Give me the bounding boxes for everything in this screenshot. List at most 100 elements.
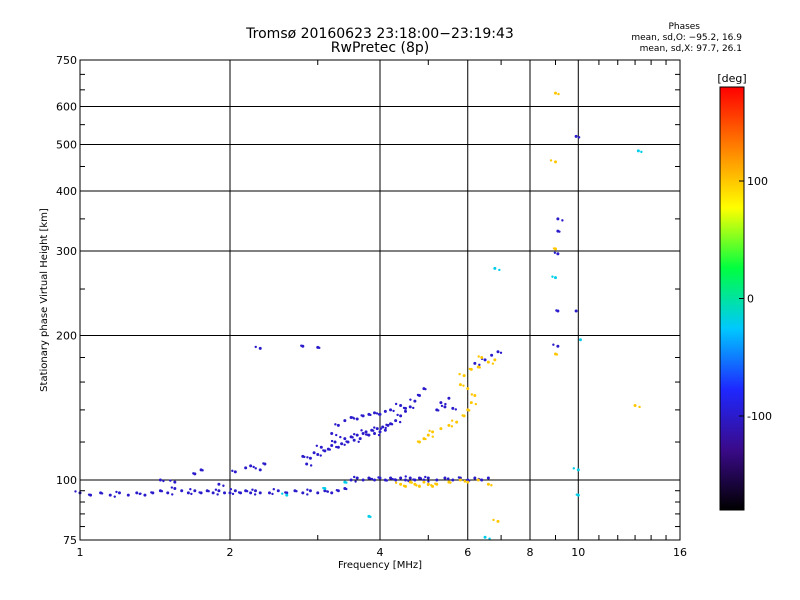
- data-point-o: [391, 477, 394, 481]
- data-point-other: [575, 493, 578, 496]
- data-point-o: [556, 217, 560, 221]
- data-points: [74, 91, 643, 540]
- data-point-o: [556, 252, 560, 256]
- data-point-o: [306, 456, 309, 459]
- data-point-x: [633, 403, 637, 407]
- data-point-o: [244, 466, 247, 470]
- y-tick-label: 750: [56, 54, 77, 67]
- data-point-o: [399, 403, 403, 407]
- data-point-x: [458, 478, 462, 482]
- data-point-o: [223, 491, 226, 495]
- data-point-x: [549, 159, 553, 162]
- data-point-x: [410, 481, 413, 484]
- data-point-o: [419, 477, 423, 480]
- data-point-x: [458, 383, 462, 387]
- data-point-o: [308, 456, 312, 460]
- colorbar-tick-label: 100: [747, 175, 768, 188]
- data-point-o: [366, 433, 369, 436]
- data-point-o: [319, 445, 323, 449]
- data-point-other: [493, 266, 497, 270]
- data-point-o: [113, 495, 116, 498]
- x-axis-label: Frequency [MHz]: [338, 560, 422, 571]
- data-point-o: [170, 486, 174, 489]
- data-point-o: [303, 455, 306, 459]
- data-point-o: [375, 427, 379, 431]
- data-point-o: [368, 477, 372, 480]
- data-point-o: [335, 445, 338, 449]
- data-point-o: [87, 493, 91, 496]
- chart-title: Tromsø 20160623 23:18:00−23:19:43: [246, 26, 514, 42]
- data-point-o: [334, 423, 337, 426]
- y-tick-label: 500: [56, 139, 77, 152]
- data-point-o: [315, 444, 319, 448]
- data-point-other: [285, 493, 289, 497]
- data-point-o: [487, 476, 490, 480]
- y-tick-label: 300: [56, 245, 77, 258]
- data-point-o: [345, 440, 348, 443]
- data-point-x: [492, 518, 495, 522]
- data-point-o: [480, 478, 484, 482]
- data-point-o: [389, 476, 393, 480]
- data-point-o: [254, 345, 257, 349]
- data-point-x: [450, 425, 454, 428]
- data-point-o: [561, 219, 564, 222]
- data-point-o: [553, 251, 557, 255]
- data-point-o: [370, 477, 374, 481]
- data-point-o: [416, 393, 420, 397]
- data-point-o: [444, 402, 447, 406]
- data-point-o: [253, 489, 257, 493]
- data-point-o: [345, 487, 348, 491]
- data-point-o: [251, 488, 254, 491]
- data-point-o: [322, 449, 325, 452]
- data-point-o: [330, 439, 334, 443]
- data-point-o: [378, 430, 382, 434]
- data-point-o: [201, 469, 204, 472]
- data-point-o: [214, 488, 218, 491]
- data-point-x: [426, 433, 430, 437]
- data-point-other: [322, 486, 325, 490]
- data-point-o: [237, 491, 241, 494]
- data-point-o: [115, 490, 118, 494]
- x-tick-label: 4: [377, 546, 384, 559]
- data-point-o: [143, 493, 147, 497]
- data-point-x: [431, 430, 435, 434]
- data-point-o: [439, 401, 443, 405]
- data-point-o: [396, 413, 399, 417]
- data-point-o: [398, 420, 402, 424]
- data-point-other: [636, 149, 640, 153]
- y-tick-label: 75: [63, 534, 77, 547]
- colorbar-tick-label: 0: [747, 293, 754, 306]
- data-point-o: [100, 492, 104, 495]
- data-point-o: [364, 430, 368, 434]
- data-point-x: [478, 366, 482, 369]
- data-point-other: [281, 492, 284, 495]
- data-point-o: [437, 409, 440, 412]
- data-point-o: [384, 426, 387, 430]
- data-point-other: [579, 338, 582, 341]
- data-point-x: [458, 372, 461, 376]
- data-point-o: [360, 414, 363, 417]
- data-point-o: [295, 490, 298, 493]
- data-point-o: [211, 491, 215, 495]
- data-point-other: [576, 468, 580, 472]
- data-point-o: [443, 405, 447, 409]
- data-point-x: [638, 405, 641, 409]
- data-point-o: [351, 416, 354, 419]
- data-point-o: [349, 478, 353, 482]
- data-point-other: [551, 275, 554, 278]
- chart-subtitle: RwPretec (8p): [330, 40, 430, 56]
- data-point-o: [394, 402, 398, 406]
- data-point-x: [477, 355, 480, 358]
- data-point-o: [447, 397, 451, 400]
- phases-o-stats: mean, sd,O: −95.2, 16.9: [631, 33, 742, 43]
- data-point-other: [572, 467, 575, 470]
- data-point-o: [555, 309, 558, 312]
- data-point-o: [193, 489, 197, 493]
- data-point-o: [198, 491, 201, 494]
- data-point-x: [415, 484, 418, 487]
- data-point-o: [473, 476, 477, 480]
- data-point-o: [186, 491, 190, 495]
- y-tick-label: 200: [56, 330, 77, 343]
- data-point-o: [435, 478, 438, 482]
- data-point-o: [496, 350, 500, 354]
